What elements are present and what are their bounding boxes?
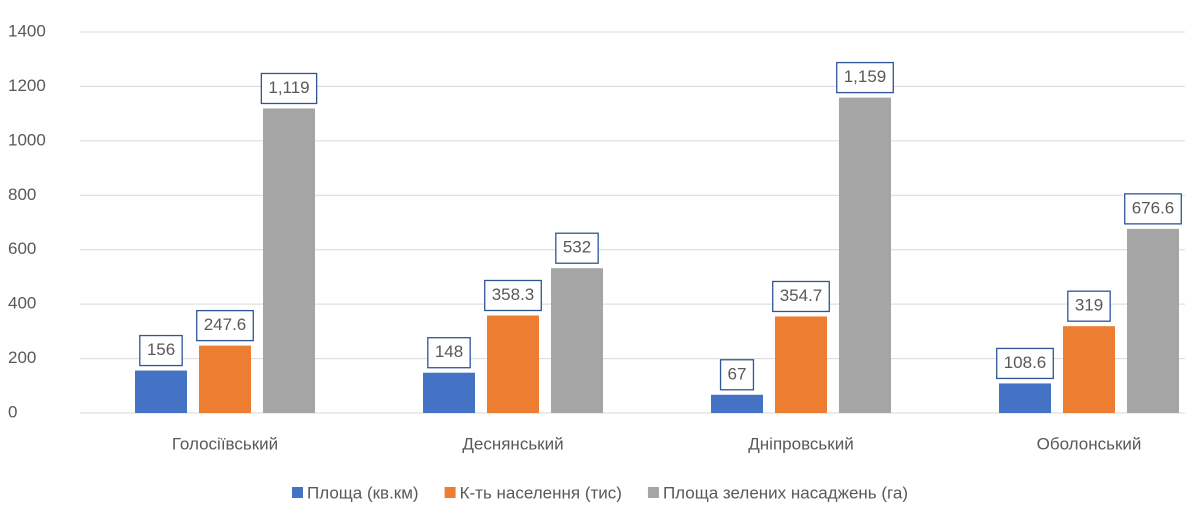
bar — [839, 98, 891, 413]
data-label: 676.6 — [1132, 198, 1175, 217]
legend-swatch — [445, 487, 456, 498]
data-label: 1,159 — [844, 67, 887, 86]
x-tick-label: Дніпровський — [748, 434, 853, 453]
legend-label: Площа зелених насаджень (га) — [663, 483, 908, 502]
data-label-group: 148 — [428, 338, 470, 368]
bar — [263, 108, 315, 413]
data-label: 247.6 — [204, 315, 247, 334]
data-label: 354.7 — [780, 286, 823, 305]
data-label-group: 532 — [556, 233, 598, 263]
data-label: 319 — [1075, 296, 1103, 315]
data-label: 358.3 — [492, 285, 535, 304]
chart: 0 200 400 600 800 1000 1200 1400 Голосіївський 15… — [0, 0, 1200, 511]
data-label-group: 354.7 — [773, 281, 830, 311]
y-tick-label: 0 — [8, 402, 17, 421]
bar — [1063, 326, 1115, 413]
y-tick-label: 1400 — [8, 21, 46, 40]
data-label: 108.6 — [1004, 353, 1047, 372]
legend-label: Площа (кв.км) — [307, 483, 419, 502]
x-tick-label: Деснянський — [462, 434, 563, 453]
legend: Площа (кв.км) К-ть населення (тис) Площа з… — [292, 483, 908, 502]
bar — [999, 383, 1051, 413]
bar — [551, 268, 603, 413]
data-label: 156 — [147, 340, 175, 359]
y-tick-label: 1200 — [8, 76, 46, 95]
bar — [135, 371, 187, 413]
y-tick-label: 800 — [8, 185, 36, 204]
data-label: 148 — [435, 342, 463, 361]
legend-label: К-ть населення (тис) — [460, 483, 622, 502]
legend-swatch — [292, 487, 303, 498]
legend-swatch — [648, 487, 659, 498]
y-tick-label: 200 — [8, 348, 36, 367]
data-label-group: 108.6 — [997, 348, 1054, 378]
bar — [1127, 229, 1179, 413]
data-label-group: 1,159 — [837, 63, 894, 93]
data-label-group: 247.6 — [197, 311, 254, 341]
bar — [775, 316, 827, 413]
bar — [487, 315, 539, 413]
data-label-group: 358.3 — [485, 280, 542, 310]
bar — [423, 373, 475, 413]
data-label: 532 — [563, 238, 591, 257]
data-label-group: 67 — [721, 360, 754, 390]
bar — [711, 395, 763, 413]
y-tick-label: 1000 — [8, 130, 46, 149]
x-tick-label: Оболонський — [1037, 434, 1142, 453]
data-label-group: 1,119 — [261, 73, 316, 103]
data-label-group: 676.6 — [1125, 194, 1182, 224]
data-label: 67 — [728, 364, 747, 383]
data-label: 1,119 — [268, 78, 309, 97]
y-tick-label: 600 — [8, 239, 36, 258]
x-tick-label: Голосіївський — [172, 434, 278, 453]
y-tick-label: 400 — [8, 294, 36, 313]
data-label-group: 156 — [140, 336, 182, 366]
bar — [199, 346, 251, 413]
data-label-group: 319 — [1068, 291, 1110, 321]
